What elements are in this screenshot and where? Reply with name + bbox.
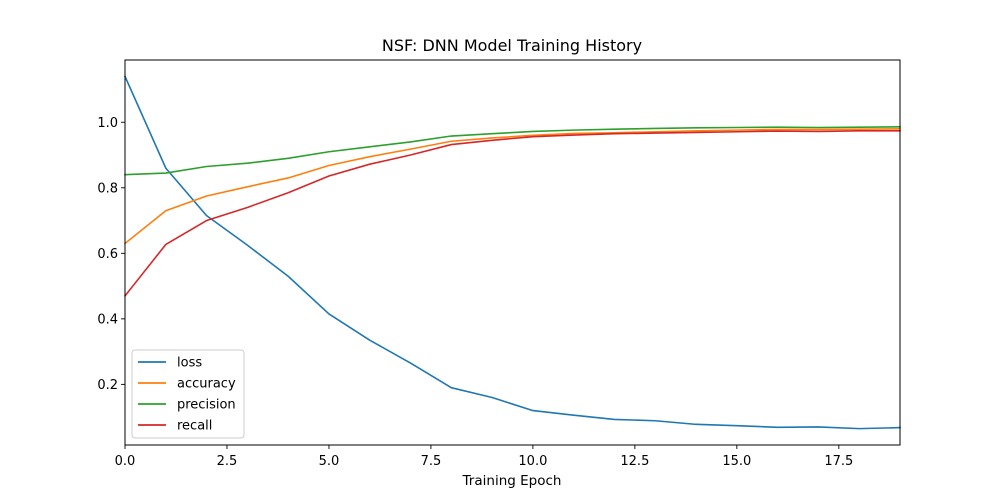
legend-box: [131, 349, 245, 439]
axis-ticks: 0.0 2.5 5.0 7.5 10.0 12.5 15.0 17.5 0.2 0.4 0.6 0.8…: [97, 116, 853, 469]
y-tick-label: 0.2: [97, 378, 118, 393]
series-line-accuracy: [123, 128, 901, 245]
x-tick-label: 0.0: [115, 454, 136, 469]
legend-label-loss: loss: [177, 356, 202, 371]
x-tick-label: 10.0: [518, 454, 547, 469]
y-tick-label: 0.8: [97, 181, 118, 196]
x-tick-label: 5.0: [319, 454, 340, 469]
series-line-recall: [123, 129, 901, 298]
x-tick-label: 2.5: [217, 454, 238, 469]
x-tick-label: 7.5: [421, 454, 442, 469]
axes-frame: [124, 59, 901, 446]
legend-label-precision: precision: [177, 398, 236, 413]
y-tick-label: 0.6: [97, 247, 118, 262]
x-tick-label: 15.0: [722, 454, 751, 469]
x-tick-label: 12.5: [620, 454, 649, 469]
chart-title: NSF: DNN Model Training History: [382, 36, 642, 55]
legend-label-accuracy: accuracy: [177, 377, 236, 392]
x-tick-label: 17.5: [824, 454, 853, 469]
plot-area: [123, 75, 901, 430]
series-line-precision: [124, 126, 901, 176]
legend: loss accuracy precision recall: [131, 349, 245, 439]
legend-label-recall: recall: [177, 419, 212, 434]
series-line-loss: [123, 75, 901, 430]
x-axis-label: Training Epoch: [462, 473, 562, 489]
y-tick-label: 0.4: [97, 312, 118, 327]
y-tick-label: 1.0: [97, 116, 118, 131]
